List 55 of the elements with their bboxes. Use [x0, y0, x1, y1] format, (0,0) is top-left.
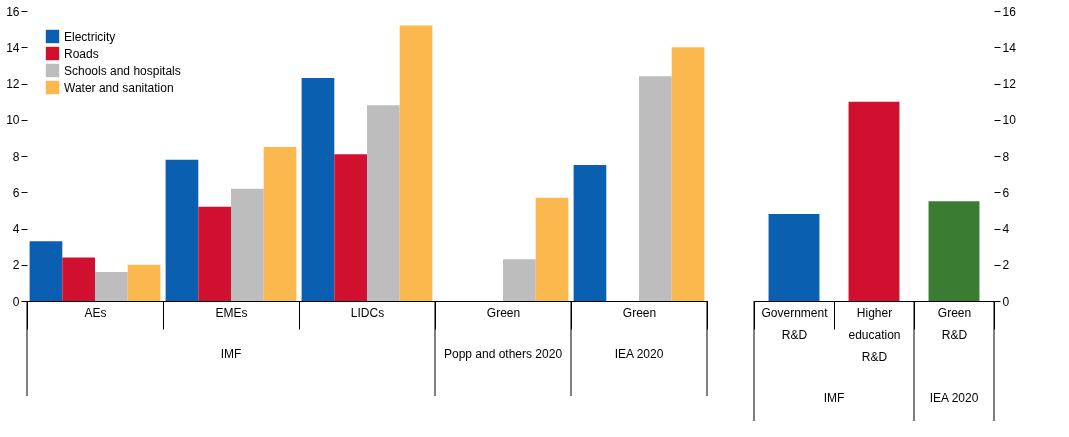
y-tick-label: 10 [6, 113, 20, 128]
y-tick-label: 4 [1002, 222, 1010, 236]
bar [671, 47, 705, 301]
bar [768, 214, 820, 301]
text: IEA 2020 [929, 391, 979, 405]
bar [127, 264, 161, 301]
text: IMF [220, 347, 242, 361]
bar [535, 197, 569, 301]
bar [848, 101, 900, 301]
text: Popp and others 2020 [443, 347, 563, 361]
y-tick-label: 0 [12, 294, 20, 309]
y-tick-label: 6 [1002, 185, 1010, 200]
text: IEA 2020 [614, 347, 664, 361]
y-tick-label: 0 [1002, 294, 1010, 309]
x-tick-label: AEs [84, 305, 107, 320]
x-tick-label: EMEs [215, 305, 248, 320]
y-tick-label: 14 [6, 40, 20, 55]
bar [503, 259, 536, 301]
y-tick-label: 2 [1002, 258, 1010, 273]
y-tick-label: 4 [12, 222, 20, 236]
bar [263, 146, 297, 301]
y-tick-label: 14 [1002, 40, 1017, 55]
bar [639, 76, 672, 301]
y-tick-label: 10 [1002, 113, 1017, 128]
bar [367, 105, 400, 301]
legend-label: Water and sanitation [64, 80, 174, 95]
bar [165, 159, 199, 301]
legend-label: Roads [64, 46, 99, 61]
bar [928, 201, 980, 301]
x-tick-label: LIDCs [350, 305, 385, 320]
y-tick-label: 2 [12, 258, 20, 273]
legend-label: Electricity [64, 29, 116, 44]
bar [95, 272, 128, 301]
bar [231, 188, 264, 301]
bar [334, 154, 367, 301]
y-tick-label: 12 [6, 77, 20, 91]
x-tick-label: Green [622, 305, 657, 320]
y-tick-label: 8 [12, 149, 20, 164]
text: IMF [823, 391, 845, 405]
x-tick-label: Higher education R&D [848, 305, 901, 364]
y-tick-label: 16 [1002, 4, 1017, 19]
x-tick-label: Green R&D [937, 305, 972, 342]
bar [399, 25, 433, 301]
bar [29, 241, 63, 301]
x-tick-label: Green [486, 305, 521, 320]
y-tick-label: 6 [12, 185, 20, 200]
x-tick-label: Government R&D [761, 305, 829, 342]
legend-label: Schools and hospitals [64, 63, 181, 78]
bar [198, 206, 231, 301]
y-tick-label: 8 [1002, 149, 1010, 164]
y-tick-label: 16 [6, 4, 20, 19]
bar [301, 78, 335, 301]
bar [62, 257, 95, 301]
bar [573, 165, 607, 301]
y-tick-label: 12 [1002, 77, 1017, 91]
